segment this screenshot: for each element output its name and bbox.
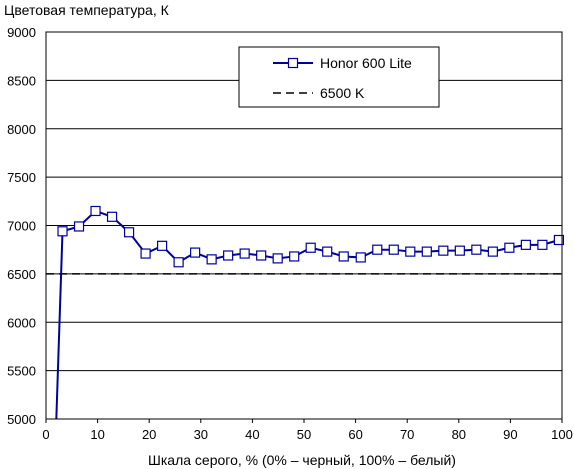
data-point-28	[504, 242, 515, 253]
data-point-11	[223, 250, 234, 261]
x-axis-title: Шкала серого, % (0% – черный, 100% – бел…	[148, 452, 456, 468]
data-point-27	[487, 246, 498, 257]
legend-marker-honor	[287, 57, 299, 69]
x-tick-label-90: 90	[503, 427, 517, 442]
series-markers	[57, 205, 565, 268]
x-tick-label-70: 70	[400, 427, 414, 442]
data-point-17	[322, 246, 333, 257]
legend-box	[238, 46, 440, 108]
data-point-22	[405, 246, 416, 257]
x-tick-label-60: 60	[348, 427, 362, 442]
data-point-25	[454, 245, 465, 256]
y-tick-label-6000: 6000	[7, 315, 36, 330]
data-point-2	[73, 221, 85, 232]
y-tick-label-5500: 5500	[7, 364, 36, 379]
data-point-5	[123, 227, 135, 238]
series-line-honor-600-lite	[55, 209, 560, 420]
data-point-16	[305, 242, 316, 253]
data-point-14	[272, 253, 283, 264]
y-tick-label-7500: 7500	[7, 170, 36, 185]
legend: Honor 600 Lite 6500 K	[238, 46, 440, 108]
data-point-30	[537, 239, 548, 250]
y-tick-label-8500: 8500	[7, 73, 36, 88]
data-point-4	[106, 211, 118, 222]
data-point-9	[190, 247, 201, 258]
data-point-15	[289, 251, 300, 262]
y-tick-label-9000: 9000	[7, 25, 36, 40]
y-tick-label-5000: 5000	[7, 412, 36, 427]
data-point-8	[173, 257, 184, 268]
data-point-19	[355, 252, 366, 263]
data-point-24	[438, 245, 449, 256]
data-point-1	[57, 226, 68, 237]
data-point-6	[140, 248, 151, 259]
x-tick-label-50: 50	[297, 427, 311, 442]
data-point-31	[553, 234, 565, 246]
x-tick-label-0: 0	[42, 427, 49, 442]
x-tick-label-40: 40	[245, 427, 259, 442]
legend-label-6500k: 6500 K	[320, 85, 365, 101]
y-tick-label-8000: 8000	[7, 122, 36, 137]
y-tick-label-7000: 7000	[7, 219, 36, 234]
y-axis-title: Цветовая температура, К	[4, 2, 170, 18]
data-point-12	[239, 248, 250, 259]
x-tick-labels: 0 10 20 30 40 50 60 70 80 90 100	[42, 419, 573, 442]
data-point-10	[206, 254, 217, 265]
data-point-23	[421, 246, 432, 257]
data-point-20	[372, 244, 383, 255]
y-tick-labels: 5000 5500 6000 6500 7000 7500 8000 8500 9000	[7, 25, 36, 427]
x-tick-label-80: 80	[452, 427, 466, 442]
data-point-3	[90, 205, 101, 217]
data-point-29	[520, 239, 531, 250]
x-tick-label-20: 20	[142, 427, 156, 442]
y-tick-label-6500: 6500	[7, 267, 36, 282]
data-point-13	[256, 250, 267, 261]
data-point-18	[338, 251, 349, 262]
series-honor-600-lite	[55, 209, 560, 420]
x-tick-label-10: 10	[90, 427, 104, 442]
legend-label-honor: Honor 600 Lite	[320, 55, 412, 71]
data-point-21	[388, 244, 399, 255]
x-tick-label-30: 30	[194, 427, 208, 442]
data-point-26	[471, 244, 482, 255]
x-tick-label-100: 100	[551, 427, 573, 442]
data-point-7	[157, 240, 168, 251]
